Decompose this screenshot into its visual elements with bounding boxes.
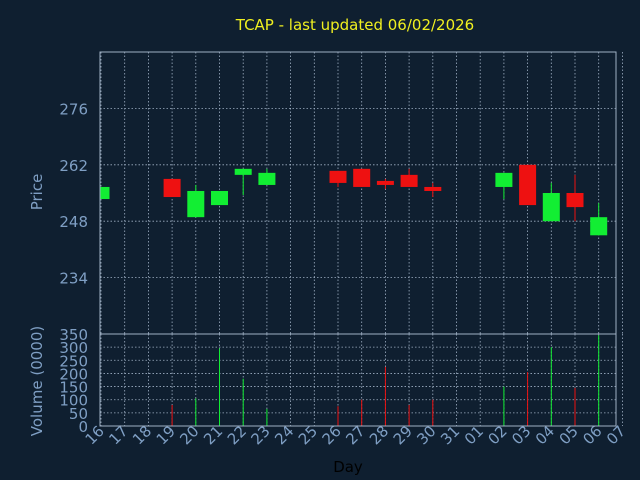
volume-tick-label: 300 (59, 339, 88, 357)
volume-bars (171, 335, 600, 426)
candle-body (353, 168, 371, 187)
price-tick-label: 234 (59, 270, 88, 288)
candle-body (258, 172, 276, 185)
price-tick-label: 248 (59, 213, 88, 231)
price-tick-label: 262 (59, 157, 88, 175)
price-tick-label: 276 (59, 100, 88, 118)
x-axis-label: Day (333, 458, 363, 476)
volume-tick-label: 200 (59, 365, 88, 383)
candle-body (101, 186, 110, 200)
volume-tick-label: 50 (69, 405, 88, 423)
volume-tick-label: 0 (78, 418, 88, 436)
volume-plot-frame (99, 333, 617, 427)
candle-body (329, 170, 347, 183)
volume-axis-label: Volume (0000) (28, 326, 46, 436)
candle-body (542, 193, 560, 222)
candle-body (590, 217, 608, 236)
volume-tick-label: 350 (59, 326, 88, 344)
candle-body (163, 178, 181, 198)
candle-body (211, 190, 228, 206)
price-tick-labels: 234 248 262 276 (59, 100, 88, 287)
candle-body (519, 164, 537, 206)
candlesticks (100, 164, 608, 236)
candle-body (566, 193, 584, 208)
volume-tick-label: 150 (59, 379, 88, 397)
candle-body (187, 190, 205, 218)
price-axis-label: Price (28, 174, 46, 211)
candle-body (234, 168, 252, 175)
candle-body (424, 186, 442, 191)
candle-body (400, 174, 418, 187)
candle-body (495, 172, 513, 187)
chart-title: TCAP - last updated 06/02/2026 (235, 16, 474, 34)
candle-body (376, 180, 394, 185)
volume-tick-label: 250 (59, 352, 88, 370)
volume-grid (100, 333, 623, 427)
volume-tick-label: 100 (59, 392, 88, 410)
